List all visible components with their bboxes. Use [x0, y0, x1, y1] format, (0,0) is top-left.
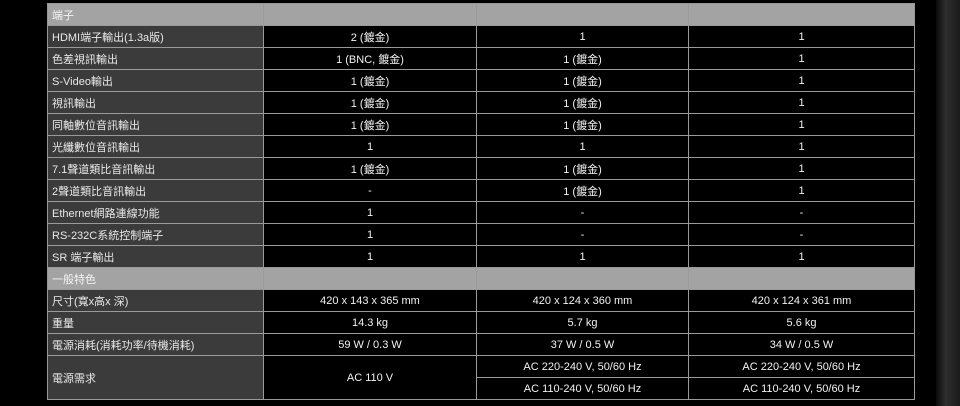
cell: 2 (鍍金): [263, 25, 477, 48]
row-label: HDMI端子輸出(1.3a版): [47, 25, 264, 48]
cell: -: [476, 201, 689, 224]
cell: 1 (鍍金): [476, 47, 689, 70]
cell: 1: [688, 47, 915, 70]
table-row: 視訊輸出 1 (鍍金) 1 (鍍金) 1: [47, 91, 915, 114]
cell: 1: [263, 245, 477, 268]
cell: 59 W / 0.3 W: [263, 333, 477, 356]
cell: 1 (鍍金): [476, 113, 689, 136]
table-row: HDMI端子輸出(1.3a版) 2 (鍍金) 1 1: [47, 25, 915, 48]
cell: 34 W / 0.5 W: [688, 333, 915, 356]
cell: 1 (鍍金): [263, 157, 477, 180]
cell: 1 (鍍金): [476, 91, 689, 114]
cell: 1 (鍍金): [263, 69, 477, 92]
table-row: 色差視訊輸出 1 (BNC, 鍍金) 1 (鍍金) 1: [47, 47, 915, 70]
cell: 420 x 124 x 360 mm: [476, 289, 689, 312]
section-spacer: [263, 3, 477, 26]
cell: 1: [688, 245, 915, 268]
row-label: 電源消耗(消耗功率/待機消耗): [47, 333, 264, 356]
table-row: RS-232C系統控制端子 1- -: [47, 223, 915, 246]
section-header-row: 一般特色: [47, 267, 915, 290]
row-label: SR 端子輸出: [47, 245, 264, 268]
row-label: 同軸數位音訊輸出: [47, 113, 264, 136]
cell: 1: [263, 223, 477, 246]
row-label: Ethernet網路連線功能: [47, 201, 264, 224]
cell: -: [688, 223, 915, 246]
spec-table: 端子 HDMI端子輸出(1.3a版) 2 (鍍金) 1 1 色差視訊輸出 1 (BNC, 鍍…: [47, 3, 915, 400]
row-label: 7.1聲道類比音訊輸出: [47, 157, 264, 180]
cell: 1 (BNC, 鍍金): [263, 47, 477, 70]
cell: AC 110-240 V, 50/60 Hz: [688, 377, 915, 400]
cell: 14.3 kg: [263, 311, 477, 334]
cell: 1 (鍍金): [476, 157, 689, 180]
row-label: 重量: [47, 311, 264, 334]
cell: AC 220-240 V, 50/60 Hz: [476, 355, 689, 378]
cell: 1: [688, 25, 915, 48]
section-spacer: [688, 3, 915, 26]
cell: 1: [688, 91, 915, 114]
cell: 5.6 kg: [688, 311, 915, 334]
table-row: 2聲道類比音訊輸出 -1 (鍍金) 1: [47, 179, 915, 202]
section-spacer: [263, 267, 477, 290]
table-row: Ethernet網路連線功能 1- -: [47, 201, 915, 224]
cell: -: [263, 179, 477, 202]
row-label: S-Video輸出: [47, 69, 264, 92]
cell: 420 x 143 x 365 mm: [263, 289, 477, 312]
section-spacer: [688, 267, 915, 290]
cell: AC 110-240 V, 50/60 Hz: [476, 377, 689, 400]
cell: -: [688, 201, 915, 224]
table-row: S-Video輸出 1 (鍍金) 1 (鍍金) 1: [47, 69, 915, 92]
cell: 1 (鍍金): [476, 179, 689, 202]
scrollbar[interactable]: [936, 0, 960, 406]
cell: 1: [688, 69, 915, 92]
cell: 1: [476, 245, 689, 268]
cell: 1: [688, 179, 915, 202]
cell: 1: [476, 25, 689, 48]
table-row: 重量 14.3 kg 5.7 kg 5.6 kg: [47, 311, 915, 334]
section-spacer: [476, 267, 689, 290]
table-row-power: 電源需求 AC 110 V AC 220-240 V, 50/60 Hz AC …: [47, 355, 915, 400]
row-label: 色差視訊輸出: [47, 47, 264, 70]
row-label: 電源需求: [47, 355, 264, 400]
row-label: 視訊輸出: [47, 91, 264, 114]
cell: 5.7 kg: [476, 311, 689, 334]
table-row-power-2: AC 110-240 V, 50/60 Hz AC 110-240 V, 50/…: [48, 377, 915, 400]
row-label: RS-232C系統控制端子: [47, 223, 264, 246]
table-row: 同軸數位音訊輸出 1 (鍍金) 1 (鍍金) 1: [47, 113, 915, 136]
cell: 420 x 124 x 361 mm: [688, 289, 915, 312]
row-label: 2聲道類比音訊輸出: [47, 179, 264, 202]
cell: 1 (鍍金): [476, 69, 689, 92]
cell: 1: [263, 201, 477, 224]
section-spacer: [476, 3, 689, 26]
cell: 1: [688, 113, 915, 136]
row-label: 尺寸(寬x高x 深): [47, 289, 264, 312]
section-title: 一般特色: [47, 267, 264, 290]
cell: AC 220-240 V, 50/60 Hz: [688, 355, 915, 378]
section-header-row: 端子: [47, 3, 915, 26]
cell: AC 110 V: [263, 355, 477, 400]
table-row: 7.1聲道類比音訊輸出 1 (鍍金) 1 (鍍金) 1: [47, 157, 915, 180]
cell: -: [476, 223, 689, 246]
cell: 1 (鍍金): [263, 91, 477, 114]
table-row: 尺寸(寬x高x 深) 420 x 143 x 365 mm 420 x 124 x …: [47, 289, 915, 312]
table-row: SR 端子輸出 1 1 1: [47, 245, 915, 268]
cell: 1: [688, 135, 915, 158]
cell: 1: [688, 157, 915, 180]
row-label: 光纖數位音訊輸出: [47, 135, 264, 158]
table-row: 光纖數位音訊輸出 1 1 1: [47, 135, 915, 158]
section-title: 端子: [47, 3, 264, 26]
cell: 37 W / 0.5 W: [476, 333, 689, 356]
cell: 1: [263, 135, 477, 158]
cell: 1 (鍍金): [263, 113, 477, 136]
cell: 1: [476, 135, 689, 158]
